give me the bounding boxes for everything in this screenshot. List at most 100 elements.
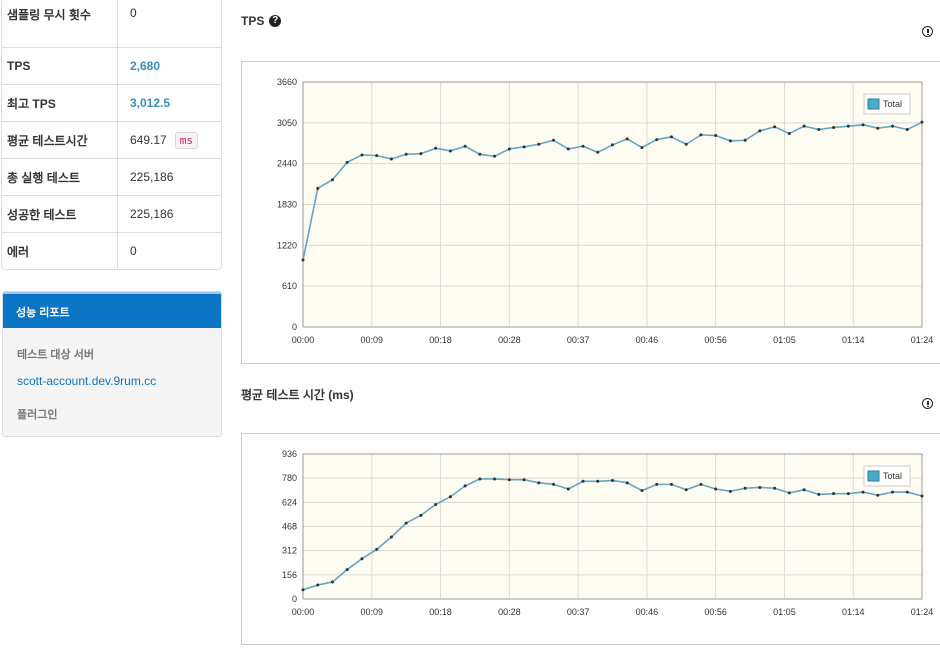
x-tick-label: 00:46 [636, 335, 659, 345]
y-tick-label: 0 [292, 594, 297, 604]
data-point [655, 138, 659, 142]
stat-value-cell: 649.17 ms [118, 131, 198, 149]
stat-value: 3,012.5 [130, 96, 171, 110]
data-point [905, 128, 909, 132]
data-point [846, 492, 850, 496]
data-point [669, 135, 673, 139]
y-tick-label: 610 [282, 281, 297, 291]
stat-value: 2,680 [130, 59, 161, 73]
stat-value: 225,186 [130, 170, 174, 184]
stat-value-cell: 3,012.5 [118, 96, 170, 110]
avg-time-chart-box: 0 156 312 468 624 780 936 00:00 00:09 00:18 00:28 0… [241, 433, 940, 645]
x-tick-label: 00:28 [498, 335, 521, 345]
data-point [419, 152, 423, 156]
legend: Total [863, 93, 911, 115]
performance-report-tab[interactable]: 성능 리포트 [3, 292, 221, 328]
data-point [832, 126, 836, 130]
help-icon[interactable]: ? [269, 15, 282, 27]
data-point [832, 492, 836, 496]
data-point [581, 479, 585, 483]
data-point [463, 144, 467, 148]
report-panel: 성능 리포트 테스트 대상 서버 scott-account.dev.9rum.… [2, 291, 222, 437]
y-tick-label: 3660 [277, 77, 297, 87]
data-point [360, 153, 364, 157]
data-point [375, 547, 379, 551]
target-server-link[interactable]: scott-account.dev.9rum.cc [17, 374, 157, 388]
tps-chart-title: TPS ? [241, 14, 282, 28]
data-point [389, 535, 393, 539]
x-tick-label: 00:37 [567, 607, 590, 617]
data-point [552, 482, 556, 486]
data-point [758, 485, 762, 489]
data-point [434, 503, 438, 507]
data-point [787, 132, 791, 136]
data-point [301, 588, 305, 592]
data-point [507, 147, 511, 151]
y-tick-label: 1830 [277, 200, 297, 210]
data-point [669, 482, 673, 486]
data-point [389, 157, 393, 161]
data-point [522, 478, 526, 482]
tps-chart: 0 610 1220 1830 2440 3050 3660 00:00 00:09 00:18 0… [277, 77, 933, 345]
data-point [448, 495, 452, 499]
data-point [802, 488, 806, 492]
data-point [611, 478, 614, 482]
x-tick-label: 00:09 [361, 607, 384, 617]
data-point [743, 138, 747, 142]
stat-label: 샘플링 무시 횟수 [2, 0, 118, 47]
legend-label-total: Total [883, 99, 902, 109]
stats-table: 샘플링 무시 횟수 0 TPS 2,680 최고 TPS 3,012.5 평균 테스트시간 6… [1, 0, 222, 270]
y-tick-label: 0 [292, 322, 297, 332]
target-server-label: 테스트 대상 서버 [17, 349, 94, 361]
data-point [478, 477, 482, 481]
data-point [301, 258, 305, 262]
data-point [625, 137, 629, 141]
data-point [404, 152, 408, 156]
stat-value-cell: 2,680 [118, 59, 160, 73]
data-point [640, 489, 644, 493]
stat-value: 225,186 [130, 207, 174, 221]
data-point [920, 120, 924, 124]
x-tick-label: 00:56 [704, 335, 727, 345]
data-point [699, 133, 703, 137]
stats-row: 총 실행 테스트 225,186 [2, 159, 221, 196]
data-point [728, 139, 732, 143]
legend-label-total: Total [883, 471, 902, 481]
stat-label: 최고 TPS [2, 85, 118, 121]
x-tick-label: 01:14 [842, 335, 865, 345]
data-point [625, 481, 629, 485]
stat-value-cell: 225,186 [118, 207, 173, 221]
data-point [360, 557, 364, 561]
plugin-label: 플러그인 [17, 409, 58, 421]
data-point [493, 477, 497, 481]
data-point [507, 478, 511, 482]
y-tick-label: 2440 [277, 159, 297, 169]
data-point [699, 482, 703, 486]
y-tick-label: 3050 [277, 118, 297, 128]
stat-value: 649.17 [130, 133, 167, 147]
stat-label: 총 실행 테스트 [2, 159, 118, 195]
y-tick-label: 780 [282, 473, 297, 483]
tps-title-text: TPS [241, 14, 265, 28]
data-point [714, 134, 718, 138]
legend-swatch-total [867, 98, 880, 110]
data-point [787, 491, 791, 495]
legend: Total [863, 465, 911, 487]
data-point [743, 486, 747, 490]
x-tick-label: 00:28 [498, 607, 521, 617]
data-point [330, 580, 334, 584]
stat-label: 에러 [2, 233, 118, 269]
plot-border [302, 453, 923, 600]
info-icon[interactable] [922, 398, 933, 409]
x-tick-label: 00:37 [567, 335, 590, 345]
data-point [861, 490, 865, 494]
data-point [596, 479, 600, 483]
stats-row: 평균 테스트시간 649.17 ms [2, 122, 221, 159]
tps-chart-box: 0 610 1220 1830 2440 3050 3660 00:00 00:09 00:18 0… [241, 61, 940, 364]
data-point [876, 493, 880, 497]
stat-value: 0 [130, 6, 137, 20]
data-point [905, 490, 909, 494]
data-point [891, 124, 895, 128]
info-icon[interactable] [922, 26, 933, 37]
stats-row: TPS 2,680 [2, 48, 221, 85]
